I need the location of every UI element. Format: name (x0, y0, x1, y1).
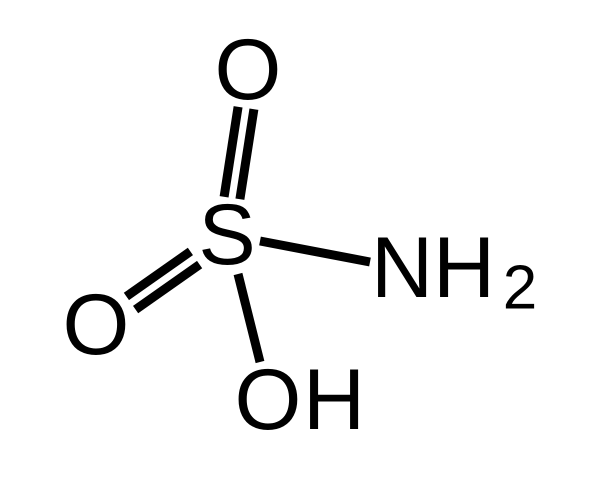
bond-0-a (240, 109, 254, 199)
molecule-diagram: SOOOHNH2 (0, 0, 590, 500)
atom-O_h-suffix: H (303, 352, 365, 448)
atom-N-sub: 2 (503, 254, 537, 323)
bond-3 (238, 274, 260, 362)
atom-N-suffix: H (433, 220, 495, 316)
atom-O_h: O (235, 352, 302, 448)
atom-O_left: O (63, 277, 130, 373)
atom-S: S (198, 187, 255, 283)
bond-0-b (224, 107, 238, 197)
atom-O_top: O (215, 22, 282, 118)
bond-2 (260, 241, 370, 262)
atom-N: N (371, 220, 433, 316)
